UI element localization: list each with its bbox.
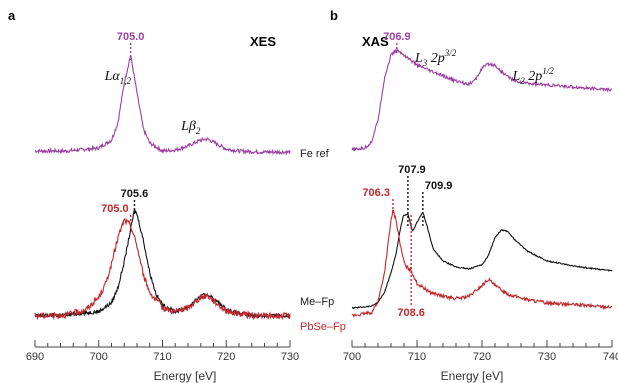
x-axis-label-b: Energy [eV] [441, 369, 504, 383]
series-lines-a [34, 56, 291, 321]
x-axis-b: 700 710 720 730 740 [343, 340, 618, 363]
panel-b: b XAS 700 710 720 730 740 L3 2p3/2 L2 2p1/2 70… [330, 8, 618, 383]
tick-label-b-730: 730 [538, 351, 556, 363]
series-line-a-me-fp [34, 208, 291, 320]
line-label-a-1: Lβ2 [180, 119, 201, 136]
peak-label-b-1: 707.9 [398, 164, 426, 176]
peak-label-a-1: 705.6 [121, 188, 149, 200]
annotations-b: L3 2p3/2 L2 2p1/2 706.9 707.9 709.9 706.3 708.… [362, 31, 554, 319]
tick-label-b-700: 700 [343, 351, 361, 363]
tick-label-a-690: 690 [26, 351, 44, 363]
xes-mode-label: XES [250, 34, 276, 49]
tick-label-a-720: 720 [217, 351, 235, 363]
sample-label-me-fp: Me–Fp [300, 296, 334, 308]
panel-letter-b: b [330, 8, 338, 23]
x-axis-a: 690 700 710 720 730 [26, 340, 299, 363]
peak-label-b-0: 706.9 [383, 31, 411, 43]
peak-label-a-2: 705.0 [101, 203, 129, 215]
xas-mode-label: XAS [362, 34, 389, 49]
tick-label-a-700: 700 [90, 351, 108, 363]
tick-label-b-710: 710 [408, 351, 426, 363]
peak-label-b-3: 706.3 [362, 187, 390, 199]
peak-label-a-0: 705.0 [117, 31, 145, 43]
panel-a: a XES 690 700 710 720 730 Lα1,2Lβ2705.0705.6… [8, 8, 299, 383]
line-label-b-1: L2 2p1/2 [512, 66, 555, 86]
series-line-b-pbse-fp [351, 209, 613, 318]
tick-label-b-720: 720 [473, 351, 491, 363]
sample-label-fe-ref: Fe ref [300, 148, 330, 160]
series-line-b-fe-ref [351, 48, 613, 152]
tick-label-a-710: 710 [153, 351, 171, 363]
line-label-b-0: L3 2p3/2 [414, 48, 457, 68]
series-line-b-me-fp [351, 211, 613, 310]
panel-letter-a: a [8, 8, 16, 23]
x-axis-label-a: Energy [eV] [154, 369, 217, 383]
series-line-a-pbse-fp [34, 217, 291, 321]
peak-label-b-2: 709.9 [425, 180, 453, 192]
series-line-a-fe-ref [34, 56, 291, 156]
peak-label-b-4: 708.6 [397, 307, 425, 319]
series-lines-b [351, 48, 613, 318]
tick-label-a-730: 730 [281, 351, 299, 363]
sample-label-pbse-fp: PbSe–Fp [300, 321, 346, 333]
tick-label-b-740: 740 [603, 351, 618, 363]
